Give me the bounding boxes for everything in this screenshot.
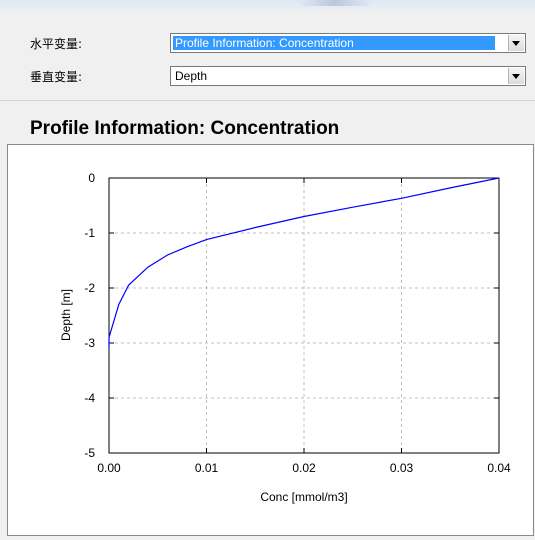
y-tick-label: -5 [84, 446, 95, 460]
x-axis-label: Conc [mmol/m3] [260, 490, 347, 504]
y-axis-label: Depth [m] [59, 289, 73, 341]
divider [0, 100, 535, 101]
x-tick-label: 0.02 [292, 461, 316, 475]
horizontal-variable-select[interactable]: Profile Information: Concentration [170, 33, 526, 53]
horizontal-variable-row: 水平变量: Profile Information: Concentration [0, 30, 535, 56]
profile-chart: 0.00 0.01 0.02 0.03 0.04 0 -1 -2 -3 -4 -5 Conc [mm… [59, 171, 511, 504]
x-tick-label: 0.03 [390, 461, 414, 475]
x-tick-label: 0.04 [487, 461, 511, 475]
x-tick-label: 0.00 [97, 461, 121, 475]
plot-frame [108, 177, 500, 454]
x-tick-label: 0.01 [195, 461, 219, 475]
y-tick-label: -4 [84, 391, 95, 405]
window-top-edge [0, 0, 535, 14]
vertical-variable-label: 垂直变量: [30, 70, 83, 84]
vertical-variable-select[interactable]: Depth [170, 66, 526, 86]
concentration-line [108, 177, 500, 349]
y-tick-label: -1 [84, 226, 95, 240]
y-tick-label: -3 [84, 336, 95, 350]
horizontal-variable-label: 水平变量: [30, 37, 83, 51]
chevron-down-icon [512, 74, 520, 79]
vertical-variable-value: Depth [175, 69, 208, 83]
window-title-highlight [300, 0, 370, 6]
vertical-variable-dropdown-button[interactable] [508, 68, 524, 84]
chevron-down-icon [512, 41, 520, 46]
vertical-variable-row: 垂直变量: Depth [0, 63, 535, 89]
horizontal-variable-dropdown-button[interactable] [508, 35, 524, 51]
plot-title: Profile Information: Concentration [30, 118, 340, 139]
horizontal-variable-value: Profile Information: Concentration [173, 36, 495, 50]
y-tick-label: 0 [88, 171, 95, 185]
y-tick-label: -2 [84, 281, 95, 295]
plot-panel: 0.00 0.01 0.02 0.03 0.04 0 -1 -2 -3 -4 -5 Conc [mm… [7, 144, 534, 536]
